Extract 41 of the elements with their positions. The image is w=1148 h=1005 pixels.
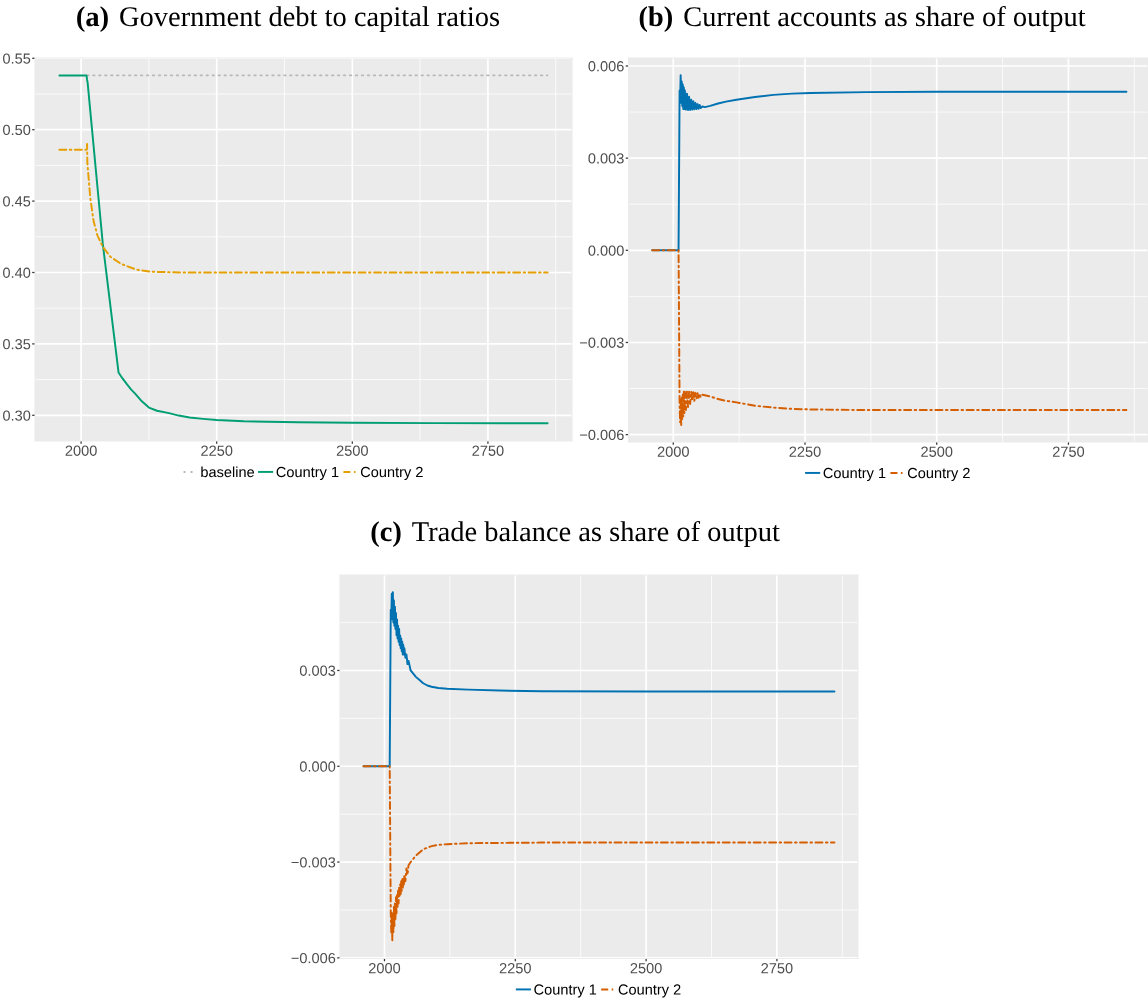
x-tick-label: 2750 bbox=[761, 963, 793, 974]
y-tick-label: 0.50 bbox=[3, 124, 31, 136]
line-series bbox=[651, 249, 1128, 427]
y-tick-label: −0.006 bbox=[580, 429, 624, 441]
x-tick-label: 2000 bbox=[65, 445, 97, 456]
y-tick-label: −0.003 bbox=[580, 337, 624, 348]
x-tick-label: 2750 bbox=[472, 445, 504, 456]
y-tick-label: 0.55 bbox=[3, 53, 31, 64]
x-tick-label: 2250 bbox=[789, 446, 821, 457]
x-tick-label: 2750 bbox=[1052, 446, 1085, 457]
y-tick-label: 0.003 bbox=[299, 665, 336, 676]
y-tick-label: 0.35 bbox=[3, 338, 31, 350]
legend-label: Country 2 bbox=[907, 467, 970, 482]
y-tick-label: 0.000 bbox=[299, 761, 336, 772]
x-tick-label: 2000 bbox=[368, 963, 401, 974]
legend-label: Country 2 bbox=[360, 466, 423, 481]
legend-label: Country 1 bbox=[534, 984, 597, 998]
x-tick-label: 2500 bbox=[921, 446, 953, 457]
chart-title: (a) Government debt to capital ratios bbox=[77, 6, 500, 33]
y-tick-label: 0.45 bbox=[3, 196, 31, 207]
x-tick-label: 2000 bbox=[657, 446, 689, 457]
y-tick-label: 0.40 bbox=[3, 267, 31, 278]
x-tick-label: 2500 bbox=[336, 445, 368, 456]
legend-label: Country 1 bbox=[276, 466, 339, 481]
legend-label: baseline bbox=[201, 466, 255, 478]
legend-label: Country 2 bbox=[618, 984, 681, 998]
x-tick-label: 2500 bbox=[630, 963, 662, 974]
chart-title: (c) Trade balance as share of output bbox=[371, 520, 780, 548]
y-tick-label: 0.30 bbox=[3, 410, 31, 421]
line-series bbox=[58, 74, 549, 425]
x-tick-label: 2250 bbox=[201, 445, 233, 456]
line-series bbox=[58, 143, 549, 274]
y-tick-label: −0.006 bbox=[291, 952, 336, 964]
line-series bbox=[362, 765, 836, 942]
y-tick-label: 0.000 bbox=[588, 245, 624, 256]
y-tick-label: −0.003 bbox=[291, 857, 336, 868]
x-tick-label: 2250 bbox=[499, 963, 531, 974]
legend-label: Country 1 bbox=[823, 467, 886, 482]
y-tick-label: 0.003 bbox=[588, 153, 624, 164]
y-tick-label: 0.006 bbox=[588, 61, 624, 72]
chart-title: (b) Current accounts as share of output bbox=[639, 5, 1086, 33]
